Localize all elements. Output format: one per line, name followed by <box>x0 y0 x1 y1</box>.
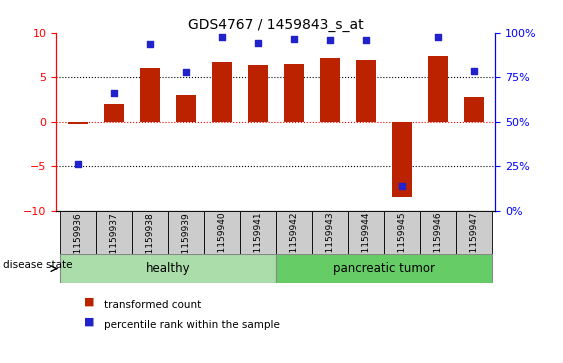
Bar <box>176 95 196 122</box>
Bar <box>320 58 339 122</box>
Text: GSM1159942: GSM1159942 <box>289 212 298 272</box>
Bar <box>464 97 484 122</box>
Bar <box>204 211 240 254</box>
Text: GSM1159945: GSM1159945 <box>397 212 406 273</box>
Text: GSM1159943: GSM1159943 <box>325 212 334 273</box>
Bar <box>356 60 376 122</box>
Text: GSM1159936: GSM1159936 <box>73 212 82 273</box>
Title: GDS4767 / 1459843_s_at: GDS4767 / 1459843_s_at <box>188 18 364 32</box>
Point <box>434 34 443 40</box>
Bar <box>212 62 232 122</box>
Bar <box>96 211 132 254</box>
Point <box>217 34 226 40</box>
Bar <box>276 254 492 283</box>
Text: GSM1159939: GSM1159939 <box>181 212 190 273</box>
Bar <box>284 64 304 122</box>
Text: GSM1159938: GSM1159938 <box>145 212 154 273</box>
Text: transformed count: transformed count <box>104 300 202 310</box>
Bar <box>384 211 420 254</box>
Text: ■: ■ <box>84 317 95 327</box>
Bar <box>140 68 160 122</box>
Text: GSM1159937: GSM1159937 <box>109 212 118 273</box>
Point <box>73 162 82 167</box>
Text: percentile rank within the sample: percentile rank within the sample <box>104 320 280 330</box>
Point <box>289 36 298 42</box>
Text: ■: ■ <box>84 297 95 307</box>
Text: healthy: healthy <box>146 262 190 275</box>
Bar <box>392 122 412 197</box>
Text: GSM1159947: GSM1159947 <box>470 212 479 273</box>
Bar <box>132 211 168 254</box>
Bar <box>428 56 448 122</box>
Point <box>470 68 479 74</box>
Point <box>253 40 262 46</box>
Bar <box>60 254 276 283</box>
Text: GSM1159944: GSM1159944 <box>361 212 370 272</box>
Point <box>145 41 154 47</box>
Bar <box>276 211 312 254</box>
Point <box>109 90 118 96</box>
Bar <box>248 65 268 122</box>
Point <box>325 37 334 43</box>
Text: GSM1159946: GSM1159946 <box>434 212 443 273</box>
Bar <box>104 104 124 122</box>
Text: GSM1159940: GSM1159940 <box>217 212 226 273</box>
Bar <box>312 211 348 254</box>
Bar <box>348 211 384 254</box>
Text: GSM1159941: GSM1159941 <box>253 212 262 273</box>
Point <box>397 183 406 188</box>
Bar <box>68 122 88 124</box>
Text: disease state: disease state <box>3 260 72 270</box>
Point <box>361 37 370 43</box>
Bar <box>168 211 204 254</box>
Bar <box>420 211 456 254</box>
Point <box>181 69 190 75</box>
Bar <box>60 211 96 254</box>
Text: pancreatic tumor: pancreatic tumor <box>333 262 435 275</box>
Bar <box>456 211 492 254</box>
Bar <box>240 211 276 254</box>
